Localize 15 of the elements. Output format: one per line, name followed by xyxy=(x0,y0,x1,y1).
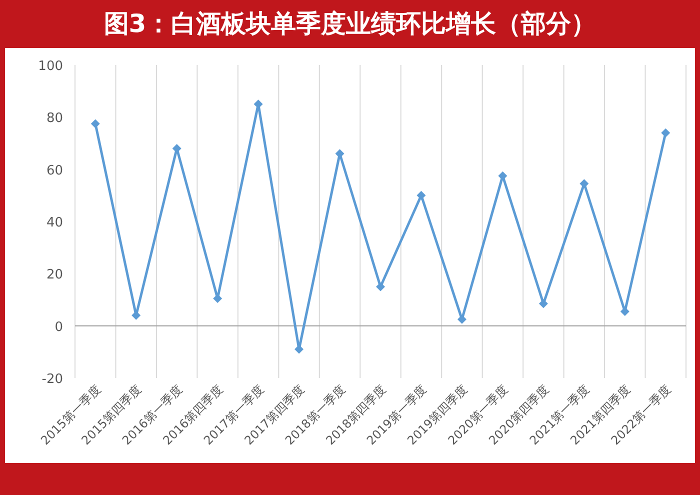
point xyxy=(498,171,508,180)
point xyxy=(90,119,100,128)
point xyxy=(416,190,426,200)
point xyxy=(661,128,670,138)
y-tick-label: 0 xyxy=(54,320,63,335)
point xyxy=(538,299,548,308)
point xyxy=(580,179,589,188)
y-tick-label: 100 xyxy=(38,59,63,74)
chart-title: 图3：白酒板块单季度业绩环比增长（部分） xyxy=(104,9,596,38)
point xyxy=(376,282,385,292)
y-tick-label: 40 xyxy=(46,216,63,230)
y-tick-label: 20 xyxy=(46,268,63,283)
y-tick-label: -20 xyxy=(42,372,63,387)
y-tick-label: 60 xyxy=(46,163,63,178)
y-tick-label: 80 xyxy=(46,111,63,126)
